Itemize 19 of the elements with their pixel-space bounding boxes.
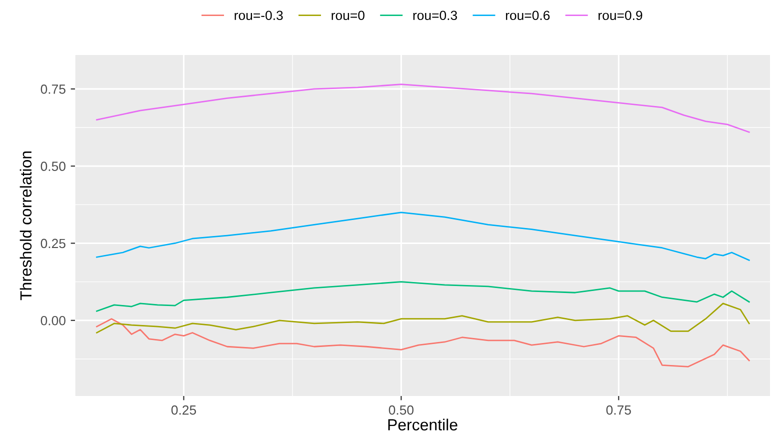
line-series [96, 84, 750, 133]
legend-label: rou=0.9 [598, 10, 642, 20]
legend-label: rou=0.6 [506, 10, 550, 20]
line-series [96, 281, 750, 312]
y-axis-title: Threshold correlation [20, 152, 32, 300]
x-tick-label: 0.75 [606, 405, 631, 415]
y-tick-label: 0.75 [40, 84, 66, 94]
line-series [96, 212, 750, 261]
legend-label: rou=-0.3 [234, 10, 283, 20]
x-tick-label: 0.50 [388, 405, 414, 415]
legend-label: rou=0.3 [413, 10, 458, 20]
x-axis-title: Percentile [388, 418, 458, 430]
y-tick-label: 0.25 [40, 238, 66, 248]
line-series [96, 302, 750, 334]
legend-label: rou=0 [332, 10, 364, 20]
x-tick-label: 0.25 [171, 405, 196, 415]
y-tick-label: 0.50 [40, 162, 66, 172]
y-tick-label: 0.00 [40, 316, 66, 326]
line-series [96, 318, 750, 368]
